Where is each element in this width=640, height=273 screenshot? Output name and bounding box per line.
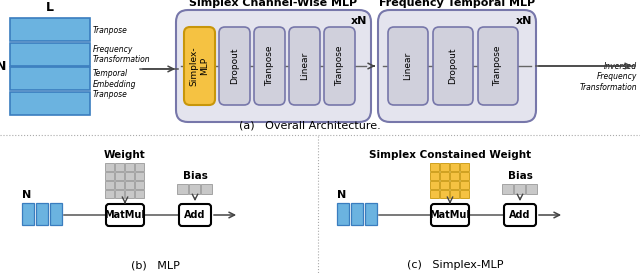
Bar: [460, 181, 469, 189]
Text: Bias: Bias: [182, 171, 207, 181]
Text: (c)   Simplex-MLP: (c) Simplex-MLP: [407, 260, 503, 270]
Text: Linear: Linear: [300, 52, 309, 80]
FancyBboxPatch shape: [478, 27, 518, 105]
Text: Add: Add: [509, 210, 531, 220]
FancyBboxPatch shape: [289, 27, 320, 105]
Bar: [105, 163, 114, 171]
Bar: [440, 181, 449, 189]
Text: Linear: Linear: [403, 52, 413, 80]
Bar: [105, 172, 114, 180]
Text: L: L: [46, 1, 54, 14]
Text: Tranpose: Tranpose: [335, 46, 344, 86]
Text: N: N: [337, 190, 346, 200]
Bar: [177, 184, 188, 194]
Bar: [135, 163, 144, 171]
Text: Tranpose: Tranpose: [93, 26, 128, 35]
Bar: [460, 190, 469, 198]
Bar: [10, 67, 90, 90]
Text: Weight: Weight: [104, 150, 146, 160]
Bar: [125, 190, 134, 198]
FancyBboxPatch shape: [324, 27, 355, 105]
FancyBboxPatch shape: [179, 204, 211, 226]
FancyBboxPatch shape: [254, 27, 285, 105]
FancyBboxPatch shape: [219, 27, 250, 105]
Text: Tranpose: Tranpose: [493, 46, 502, 86]
Bar: [50, 203, 62, 225]
Bar: [22, 203, 34, 225]
Bar: [450, 181, 459, 189]
Bar: [105, 190, 114, 198]
Bar: [115, 172, 124, 180]
FancyBboxPatch shape: [176, 10, 371, 122]
Bar: [430, 172, 439, 180]
Bar: [440, 172, 449, 180]
Bar: [430, 190, 439, 198]
FancyBboxPatch shape: [388, 27, 428, 105]
Bar: [460, 172, 469, 180]
Text: Inversed
Frequency
Transformation: Inversed Frequency Transformation: [579, 62, 637, 92]
Bar: [125, 163, 134, 171]
Bar: [440, 190, 449, 198]
Text: Frequency
Transformation: Frequency Transformation: [93, 45, 150, 64]
Bar: [460, 163, 469, 171]
Bar: [430, 163, 439, 171]
Text: Dropout: Dropout: [449, 48, 458, 84]
Bar: [115, 163, 124, 171]
Text: N: N: [22, 190, 31, 200]
Text: Dropout: Dropout: [230, 48, 239, 84]
Bar: [10, 43, 90, 66]
Bar: [450, 172, 459, 180]
Bar: [514, 184, 525, 194]
Text: N: N: [0, 61, 6, 73]
Text: xN: xN: [516, 16, 532, 26]
Bar: [135, 172, 144, 180]
Text: Frequency Temporal MLP: Frequency Temporal MLP: [379, 0, 535, 8]
Bar: [440, 163, 449, 171]
Text: Simplex Constained Weight: Simplex Constained Weight: [369, 150, 531, 160]
Bar: [105, 181, 114, 189]
Bar: [115, 181, 124, 189]
Bar: [365, 203, 377, 225]
Text: Add: Add: [184, 210, 205, 220]
Text: Tranpose: Tranpose: [265, 46, 274, 86]
Bar: [125, 172, 134, 180]
FancyBboxPatch shape: [106, 204, 144, 226]
Bar: [201, 184, 212, 194]
Bar: [502, 184, 513, 194]
FancyBboxPatch shape: [378, 10, 536, 122]
Bar: [135, 181, 144, 189]
Bar: [36, 203, 48, 225]
FancyBboxPatch shape: [433, 27, 473, 105]
Bar: [10, 91, 90, 114]
Bar: [337, 203, 349, 225]
Text: MatMul: MatMul: [104, 210, 145, 220]
Text: Temporal
Embedding
Tranpose: Temporal Embedding Tranpose: [93, 69, 136, 99]
FancyBboxPatch shape: [504, 204, 536, 226]
FancyBboxPatch shape: [184, 27, 215, 105]
Text: Simplex-
MLP: Simplex- MLP: [190, 46, 209, 86]
FancyBboxPatch shape: [431, 204, 469, 226]
Bar: [450, 163, 459, 171]
Bar: [115, 190, 124, 198]
Text: Simplex Channel-Wise MLP: Simplex Channel-Wise MLP: [189, 0, 358, 8]
Bar: [189, 184, 200, 194]
Bar: [450, 190, 459, 198]
Text: xN: xN: [351, 16, 367, 26]
Bar: [526, 184, 537, 194]
Bar: [351, 203, 363, 225]
Bar: [135, 190, 144, 198]
Text: (a)   Overall Architecture.: (a) Overall Architecture.: [239, 120, 381, 130]
Text: (b)   MLP: (b) MLP: [131, 260, 179, 270]
Text: MatMul: MatMul: [429, 210, 470, 220]
Text: Bias: Bias: [508, 171, 532, 181]
Bar: [430, 181, 439, 189]
Bar: [10, 18, 90, 41]
Bar: [125, 181, 134, 189]
